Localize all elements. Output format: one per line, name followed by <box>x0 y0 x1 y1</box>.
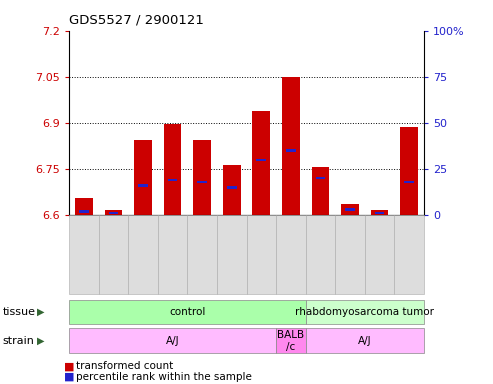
Bar <box>371 210 388 215</box>
Bar <box>286 149 296 152</box>
Text: ▶: ▶ <box>37 336 45 346</box>
Text: rhabdomyosarcoma tumor: rhabdomyosarcoma tumor <box>295 307 434 317</box>
Bar <box>282 77 300 215</box>
Text: A/J: A/J <box>358 336 372 346</box>
Bar <box>316 177 325 179</box>
Bar <box>105 210 122 215</box>
Bar <box>75 198 93 215</box>
Bar <box>375 212 385 214</box>
Bar <box>256 159 266 161</box>
Bar <box>164 124 181 215</box>
Text: ■: ■ <box>64 372 74 382</box>
Bar <box>193 140 211 215</box>
Text: ▶: ▶ <box>37 307 45 317</box>
Bar <box>223 165 241 215</box>
Bar <box>312 167 329 215</box>
Bar <box>168 179 177 181</box>
Bar <box>345 208 355 211</box>
Bar <box>138 184 148 187</box>
Bar <box>400 127 418 215</box>
Text: percentile rank within the sample: percentile rank within the sample <box>76 372 252 382</box>
Text: GDS5527 / 2900121: GDS5527 / 2900121 <box>69 13 204 26</box>
Text: control: control <box>169 307 206 317</box>
Text: tissue: tissue <box>2 307 35 317</box>
Bar <box>227 186 237 189</box>
Bar <box>108 212 118 214</box>
Bar <box>79 210 89 213</box>
Text: strain: strain <box>2 336 35 346</box>
Bar <box>134 140 152 215</box>
Bar <box>197 180 207 183</box>
Text: ■: ■ <box>64 361 74 371</box>
Bar <box>252 111 270 215</box>
Bar <box>404 180 414 183</box>
Text: BALB
/c: BALB /c <box>277 330 305 352</box>
Bar <box>341 204 359 215</box>
Text: transformed count: transformed count <box>76 361 174 371</box>
Text: A/J: A/J <box>166 336 179 346</box>
